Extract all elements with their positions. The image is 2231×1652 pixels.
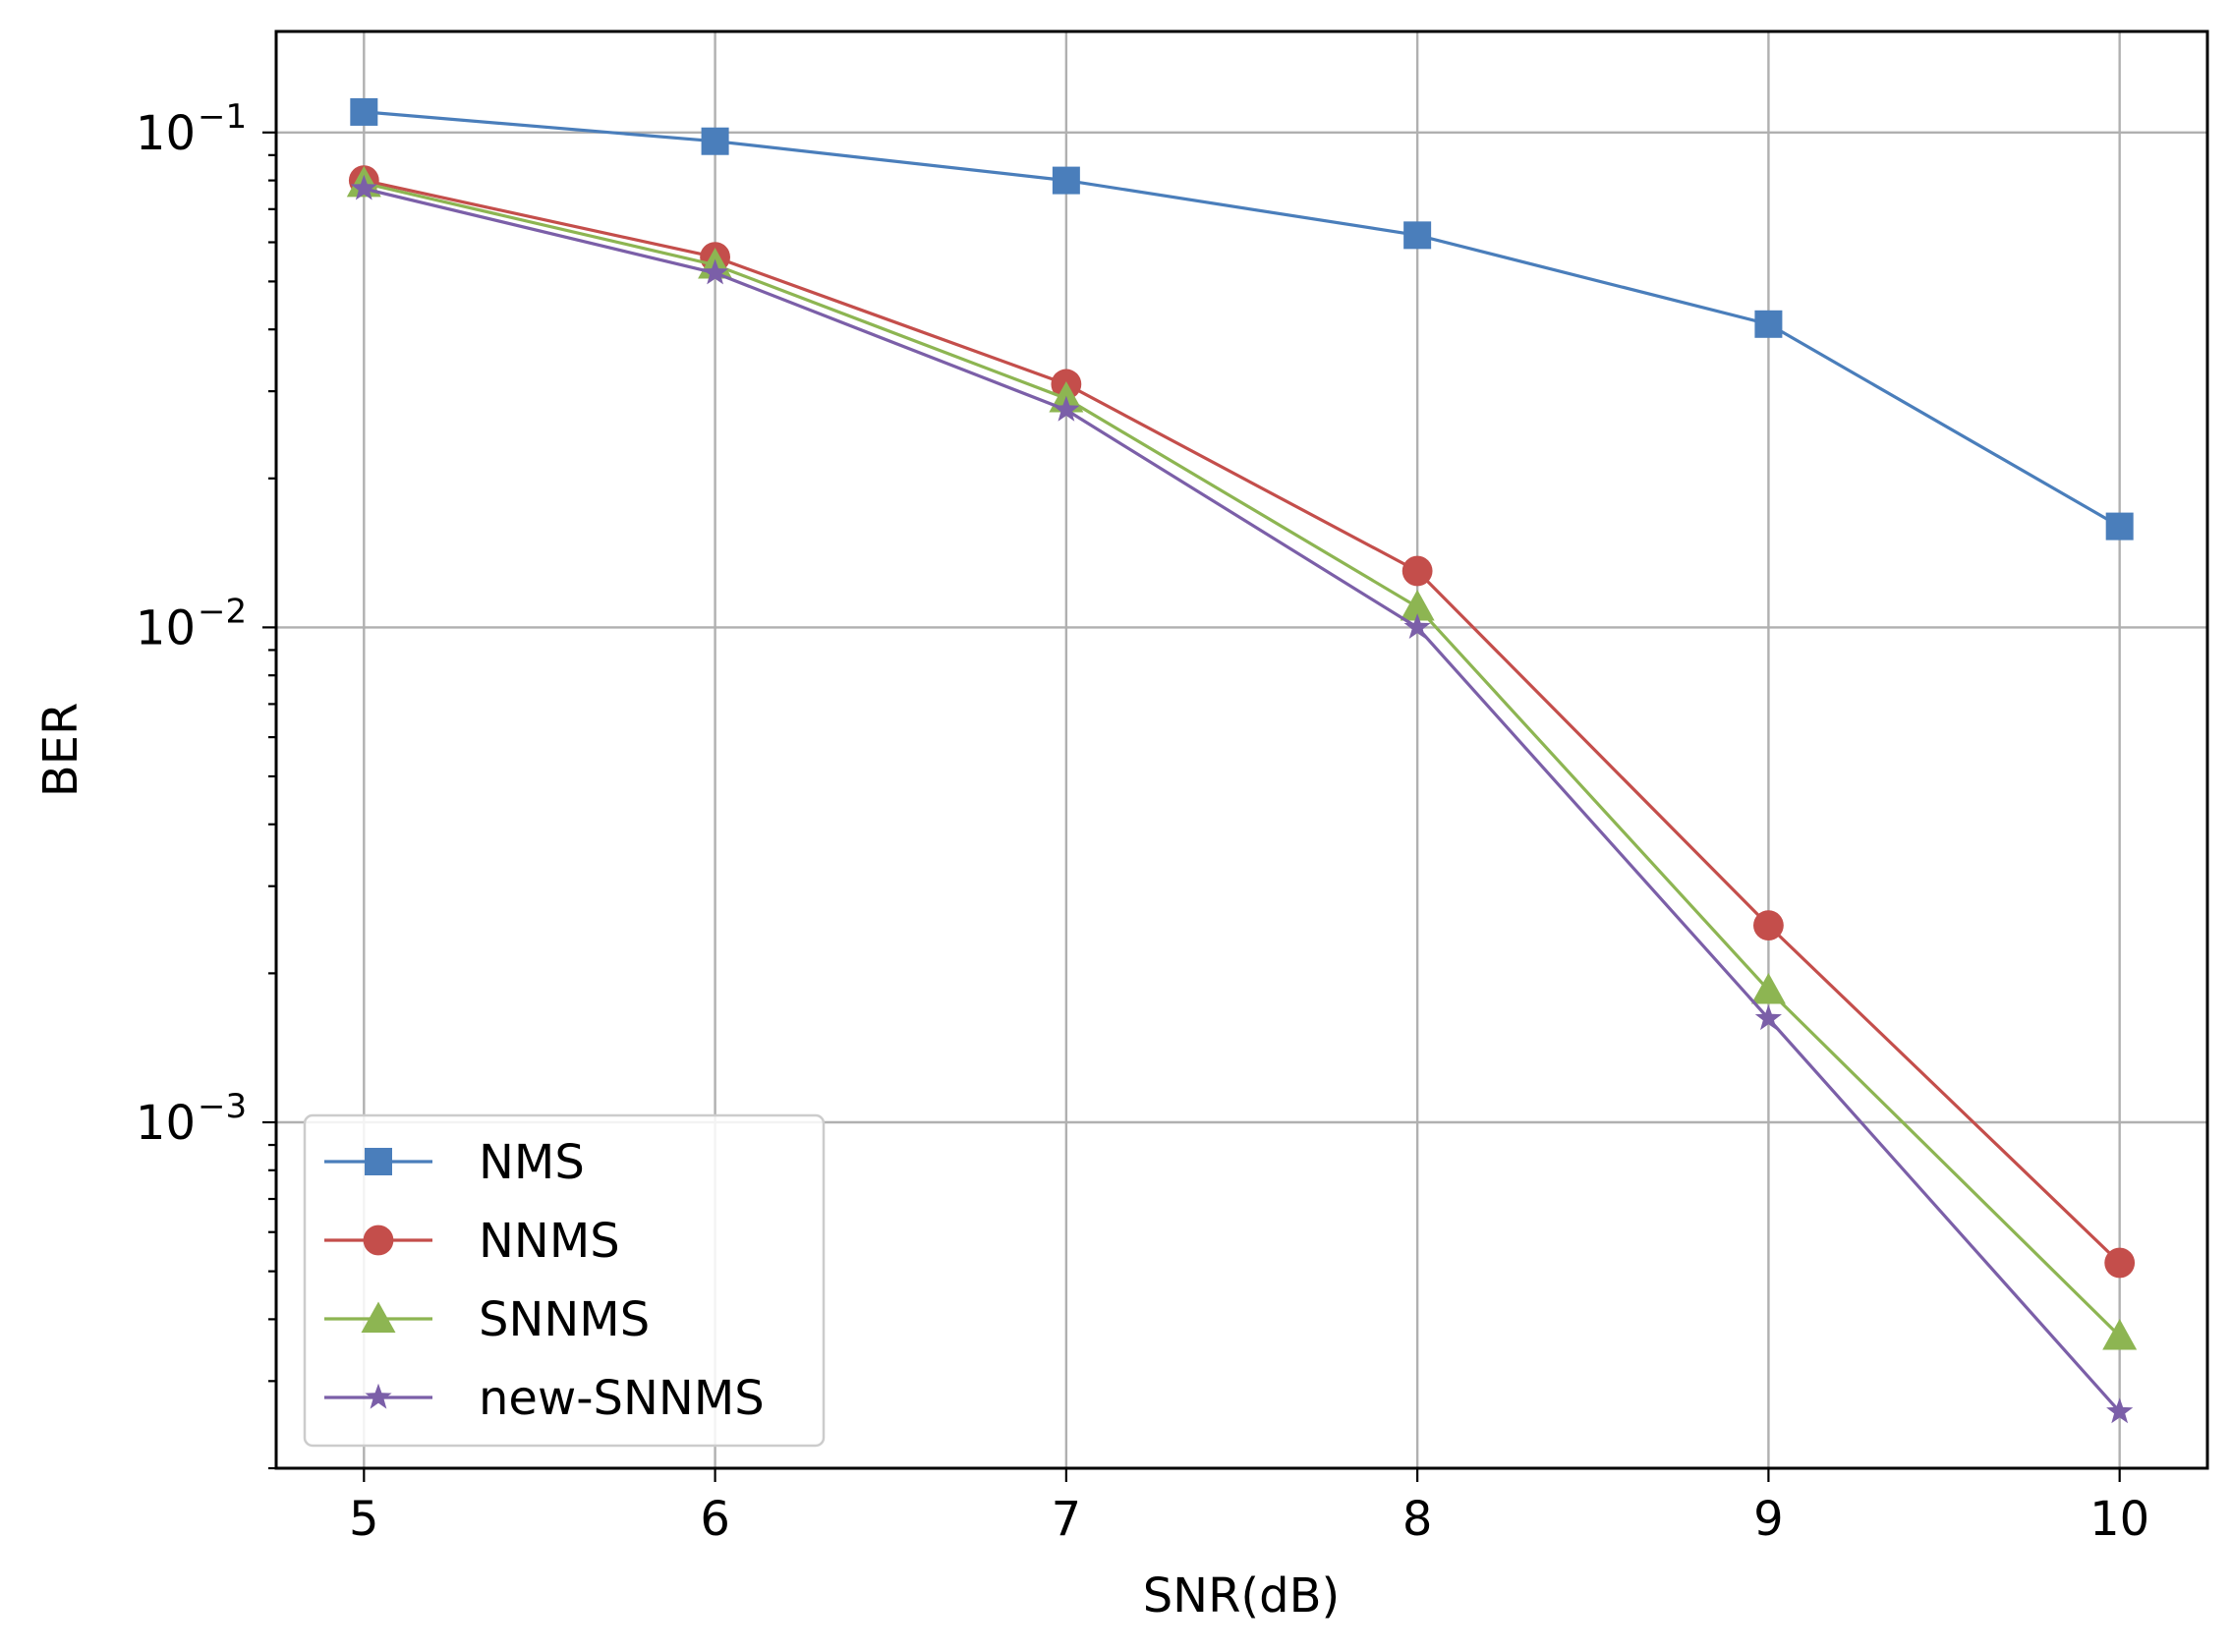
legend: NMS NNMS SNNMS new-SNNMS	[303, 1113, 826, 1448]
series-marker-square	[1754, 310, 1783, 338]
y-axis-label: BER	[33, 703, 88, 798]
series-new-snnms	[350, 174, 2134, 1424]
legend-label: new-SNNMS	[479, 1371, 765, 1426]
legend-item: NNMS	[324, 1214, 620, 1269]
series-marker-circle	[1753, 910, 1784, 940]
series-marker-star	[365, 1383, 392, 1409]
y-tick-exponent: −1	[198, 97, 247, 137]
x-tick-label: 6	[700, 1492, 730, 1547]
series-marker-circle	[2104, 1247, 2136, 1279]
x-tick-label: 7	[1052, 1492, 1082, 1547]
y-tick-exponent: −2	[198, 592, 247, 631]
series-marker-circle	[363, 1225, 394, 1256]
series-marker-star	[350, 174, 377, 200]
series-marker-square	[365, 1148, 392, 1175]
legend-item: new-SNNMS	[324, 1371, 765, 1426]
series-marker-triangle	[1400, 590, 1435, 621]
plot-area-frame	[274, 29, 2209, 1470]
x-axis-ticks: 5 6 7 8 9 10	[349, 1468, 2149, 1547]
series-marker-square	[1052, 166, 1080, 195]
series-marker-square	[350, 97, 378, 126]
series-marker-square	[2105, 512, 2134, 541]
legend-label: SNNMS	[479, 1292, 650, 1347]
series-nms	[350, 97, 2134, 541]
series-marker-square	[701, 127, 729, 155]
x-tick-label: 10	[2089, 1492, 2149, 1547]
series-marker-square	[1403, 221, 1432, 250]
series-marker-triangle	[361, 1301, 396, 1333]
y-tick-exponent: −3	[198, 1087, 247, 1126]
y-axis-ticks: 10−110−210−3	[136, 97, 276, 1470]
series-line	[363, 187, 2121, 1413]
x-tick-label: 9	[1753, 1492, 1784, 1547]
legend-box	[303, 1113, 826, 1448]
x-tick-label: 8	[1402, 1492, 1433, 1547]
legend-item: SNNMS	[324, 1292, 650, 1347]
series-line	[364, 110, 2121, 528]
series-line	[363, 179, 2121, 1265]
y-tick-label: 10	[136, 600, 196, 655]
y-tick-label: 10	[136, 1096, 196, 1151]
legend-item: NMS	[324, 1135, 585, 1190]
series-marker-triangle	[2102, 1318, 2138, 1350]
series-line	[363, 181, 2121, 1338]
y-tick-label: 10	[136, 106, 196, 161]
series-nnms	[348, 165, 2136, 1279]
series-marker-triangle	[1750, 972, 1786, 1004]
series-lines	[346, 97, 2138, 1424]
series-marker-star	[702, 258, 729, 285]
x-tick-label: 5	[349, 1492, 379, 1547]
legend-label: NMS	[479, 1135, 585, 1190]
series-marker-star	[1053, 395, 1080, 422]
series-marker-star	[1403, 613, 1431, 639]
series-marker-star	[2106, 1397, 2134, 1424]
series-marker-circle	[1402, 555, 1433, 587]
series-marker-star	[1754, 1004, 1782, 1031]
legend-label: NNMS	[479, 1214, 620, 1269]
x-axis-label: SNR(dB)	[1143, 1568, 1341, 1624]
